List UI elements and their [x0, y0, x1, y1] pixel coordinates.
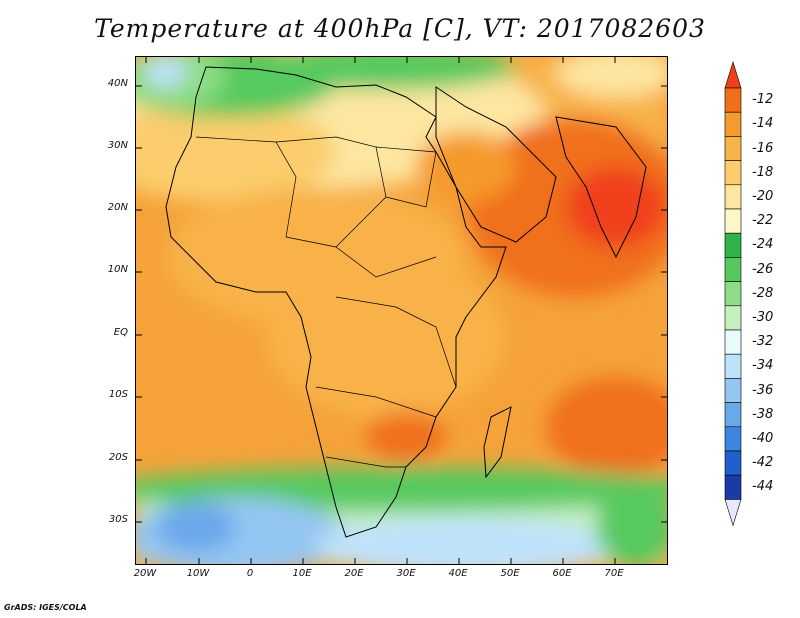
colorbar-box: [724, 474, 742, 500]
lon-tick-label: 10W: [186, 568, 210, 579]
lon-tick-label: 70E: [604, 568, 624, 579]
colorbar-box: [724, 208, 742, 234]
colorbar-label: -18: [752, 164, 774, 180]
colorbar-label: -38: [752, 406, 774, 422]
colorbar-box: [724, 257, 742, 282]
lat-tick-label: 10S: [108, 389, 128, 400]
colorbar-box: [724, 184, 742, 210]
colorbar-label: -36: [752, 382, 774, 398]
colorbar-box: [724, 281, 742, 307]
colorbar-box: [724, 111, 742, 137]
colorbar-bottom-arrow: [724, 499, 742, 527]
colorbar-label: -40: [752, 430, 774, 446]
colorbar-label: -42: [752, 455, 774, 471]
lon-tick-label: 60E: [552, 568, 572, 579]
chart-title: Temperature at 400hPa [C], VT: 201708260…: [94, 14, 706, 43]
lat-tick-label: 30S: [108, 514, 128, 525]
temperature-map: [136, 57, 667, 564]
colorbar-label: -12: [752, 92, 774, 108]
colorbar-label: -22: [752, 213, 774, 229]
colorbar-box: [724, 305, 742, 331]
colorbar-box: [724, 232, 742, 258]
lon-tick-label: 30E: [396, 568, 416, 579]
colorbar-box: [724, 160, 742, 186]
colorbar-top-arrow: [724, 60, 742, 89]
colorbar-label: -32: [752, 334, 774, 350]
colorbar-box: [724, 426, 742, 452]
colorbar-box: [724, 353, 742, 379]
colorbar-label: -30: [752, 309, 774, 325]
colorbar-label: -24: [752, 237, 774, 253]
colorbar-box: [724, 136, 742, 161]
lat-tick-label: 30N: [107, 140, 128, 151]
temperature-fill: [136, 57, 667, 564]
colorbar-box: [724, 402, 742, 428]
colorbar-label: -34: [752, 358, 774, 374]
colorbar-box: [724, 378, 742, 403]
lat-tick-label: 20S: [108, 452, 128, 463]
colorbar-label: -28: [752, 285, 774, 301]
lat-tick-label: 40N: [107, 78, 128, 89]
lon-tick-label: 40E: [448, 568, 468, 579]
colorbar-label: -20: [752, 188, 774, 204]
axis-ticks: [136, 57, 667, 564]
lon-tick-label: 20E: [344, 568, 364, 579]
lon-tick-label: 20W: [133, 568, 157, 579]
colorbar-label: -26: [752, 261, 774, 277]
colorbar-box: [724, 450, 742, 476]
lat-tick-label: EQ: [113, 327, 128, 338]
footer-credit: GrADS: IGES/COLA: [4, 603, 87, 612]
lon-tick-label: 10E: [292, 568, 312, 579]
colorbar-label: -16: [752, 140, 774, 156]
colorbar: [724, 60, 742, 527]
colorbar-box: [724, 329, 742, 355]
colorbar-box: [724, 87, 742, 113]
lat-tick-label: 10N: [107, 264, 128, 275]
lon-tick-label: 50E: [500, 568, 520, 579]
map-panel: [135, 56, 668, 565]
colorbar-label: -44: [752, 479, 774, 495]
lon-tick-label: 0: [246, 568, 254, 579]
lat-tick-label: 20N: [107, 202, 128, 213]
colorbar-label: -14: [752, 116, 774, 132]
country-borders: [195, 136, 457, 468]
